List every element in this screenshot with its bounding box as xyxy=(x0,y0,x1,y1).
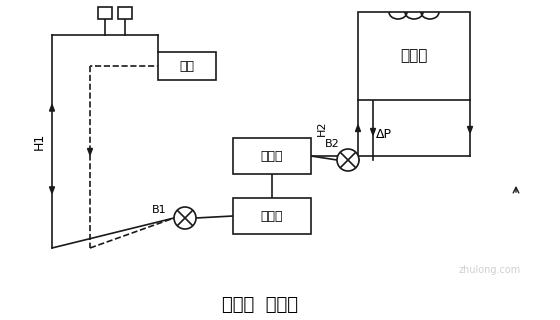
Text: 蒸发器: 蒸发器 xyxy=(261,210,283,222)
Circle shape xyxy=(337,149,359,171)
Polygon shape xyxy=(356,125,361,132)
Text: 水系统  （一）: 水系统 （一） xyxy=(222,296,298,314)
Text: 冷却塔: 冷却塔 xyxy=(400,49,428,63)
Text: H1: H1 xyxy=(32,133,45,150)
Bar xyxy=(358,12,470,100)
Polygon shape xyxy=(49,187,54,193)
Text: zhulong.com: zhulong.com xyxy=(459,265,521,275)
Bar xyxy=(233,198,311,234)
Text: 末端: 末端 xyxy=(180,60,194,73)
Bar xyxy=(118,7,132,19)
Polygon shape xyxy=(468,126,473,133)
Bar xyxy=(233,138,311,174)
Text: B2: B2 xyxy=(325,139,339,149)
Text: 冷凝器: 冷凝器 xyxy=(261,149,283,163)
Circle shape xyxy=(174,207,196,229)
Text: B1: B1 xyxy=(152,205,166,215)
Text: ΔP: ΔP xyxy=(376,129,392,141)
Text: H2: H2 xyxy=(317,120,327,136)
Bar xyxy=(158,52,216,80)
Polygon shape xyxy=(87,148,92,155)
Bar xyxy=(98,7,112,19)
Polygon shape xyxy=(371,129,376,135)
Polygon shape xyxy=(49,105,54,111)
